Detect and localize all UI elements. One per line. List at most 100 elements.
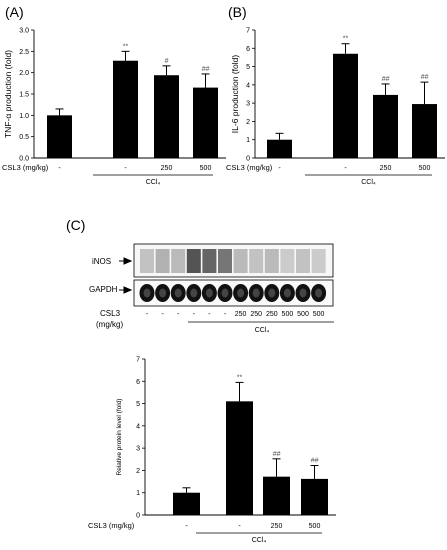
y-tick-label: 7 — [246, 28, 250, 35]
x-category-label: 250 — [161, 165, 173, 172]
x-category-label: 250 — [271, 523, 283, 530]
inos-band — [186, 249, 201, 273]
y-tick-label: 0.0 — [19, 156, 29, 163]
y-tick-label: 6 — [246, 46, 250, 53]
treatment-label: CSL3 (mg/kg) — [226, 163, 273, 172]
y-tick-label: 7 — [136, 357, 140, 364]
y-tick-label: 1 — [246, 137, 250, 144]
y-tick-label: 2.0 — [19, 70, 29, 77]
gapdh-band-core — [283, 288, 291, 298]
group-label: CCl₄ — [361, 179, 376, 186]
blot-group-label: CCl₄ — [255, 327, 270, 334]
treatment-label: CSL3 (mg/kg) — [88, 521, 135, 530]
y-axis-title: IL-6 production (fold) — [230, 55, 240, 134]
x-category-label: - — [124, 165, 127, 172]
x-category-label: - — [238, 523, 241, 530]
arrow-icon — [119, 286, 133, 294]
blot-row-label-gapdh: GAPDH — [89, 285, 118, 294]
bar — [113, 60, 138, 158]
bar — [263, 476, 290, 515]
blot-lane-label: - — [224, 311, 227, 318]
blot-lane-label: 250 — [266, 311, 278, 318]
group-label: CCl₄ — [146, 179, 161, 186]
panel-label-a: (A) — [5, 4, 24, 20]
inos-band — [218, 249, 232, 273]
gapdh-band-core — [143, 288, 151, 298]
y-tick-label: 4 — [246, 82, 250, 89]
significance-mark: ** — [343, 36, 349, 43]
y-tick-label: 0.5 — [19, 134, 29, 141]
bar — [333, 53, 358, 159]
inos-band — [296, 249, 310, 273]
blot-lane-label: 250 — [235, 311, 247, 318]
blot-lane-label: - — [193, 311, 196, 318]
inos-band — [155, 249, 170, 273]
blot-lane-label: - — [177, 311, 180, 318]
panel-label-b: (B) — [228, 4, 247, 20]
arrow-icon — [119, 257, 133, 265]
significance-mark: ** — [123, 43, 129, 50]
blot-lane-label: 250 — [250, 311, 262, 318]
y-tick-label: 0 — [246, 156, 250, 163]
gapdh-band-core — [315, 288, 323, 298]
panel-label-c: (C) — [66, 217, 85, 233]
blot-treatment-unit: (mg/kg) — [96, 320, 123, 329]
gapdh-band-core — [205, 288, 213, 298]
group-label: CCl₄ — [252, 537, 267, 544]
significance-mark: ## — [202, 66, 210, 73]
x-category-label: 500 — [309, 523, 321, 530]
blot-lane-label: - — [146, 311, 149, 318]
gapdh-band-core — [190, 288, 198, 298]
inos-band — [249, 249, 264, 273]
inos-band — [233, 249, 248, 273]
significance-mark: ## — [311, 458, 319, 465]
x-category-label: - — [58, 165, 61, 172]
bar — [412, 104, 437, 158]
bar — [267, 139, 292, 158]
significance-mark: ## — [273, 451, 281, 458]
y-axis-title: TNF-α production (fold) — [3, 50, 13, 138]
x-category-label: 500 — [200, 165, 212, 172]
chart-inos-protein: 0 1 2 3 4 5 6 7 Relative protein level (fold) - **… — [88, 357, 336, 544]
significance-mark: # — [165, 58, 169, 65]
gapdh-band-core — [174, 288, 182, 298]
blot-lane-label: - — [161, 311, 164, 318]
inos-band — [264, 249, 279, 273]
y-tick-label: 2 — [246, 119, 250, 126]
blot-lane-label: - — [208, 311, 211, 318]
y-tick-label: 5 — [246, 64, 250, 71]
y-tick-label: 5 — [136, 401, 140, 408]
y-tick-label: 1.5 — [19, 92, 29, 99]
x-category-label: 250 — [380, 165, 392, 172]
treatment-label: CSL3 (mg/kg) — [2, 163, 49, 172]
inos-band — [280, 249, 295, 273]
blot-row-label-inos: iNOS — [92, 257, 111, 266]
western-blot: iNOS GAPDH CSL3 (mg/kg) - - - - - -250 250 250 5… — [89, 243, 334, 334]
gapdh-band-core — [159, 288, 167, 298]
inos-band — [202, 249, 217, 273]
y-tick-label: 2 — [136, 468, 140, 475]
significance-mark: ## — [421, 74, 429, 81]
chart-tnf-alpha: 0.0 0.5 1.0 1.5 2.0 2.5 3.0 TNF-α production (f… — [2, 28, 226, 186]
y-tick-label: 1.0 — [19, 113, 29, 120]
x-category-label: - — [185, 523, 188, 530]
bar — [226, 401, 253, 515]
inos-band — [140, 249, 154, 273]
chart-il6: 0 1 2 3 4 5 6 7 IL-6 production (fold) - ** - ## 250 #… — [226, 28, 445, 186]
gapdh-band-core — [237, 288, 245, 298]
gapdh-band-core — [221, 288, 229, 298]
bar — [154, 75, 179, 158]
y-tick-label: 3.0 — [19, 28, 29, 35]
inos-band — [171, 249, 186, 273]
y-tick-label: 4 — [136, 423, 140, 430]
significance-mark: ## — [382, 76, 390, 83]
y-tick-label: 0 — [136, 513, 140, 520]
significance-mark: ** — [237, 374, 243, 381]
gapdh-band-core — [268, 288, 276, 298]
y-tick-label: 6 — [136, 379, 140, 386]
blot-treatment-label: CSL3 — [100, 309, 121, 318]
blot-lane-label: 500 — [297, 311, 309, 318]
y-tick-label: 3 — [136, 446, 140, 453]
blot-lane-label: 500 — [313, 311, 325, 318]
